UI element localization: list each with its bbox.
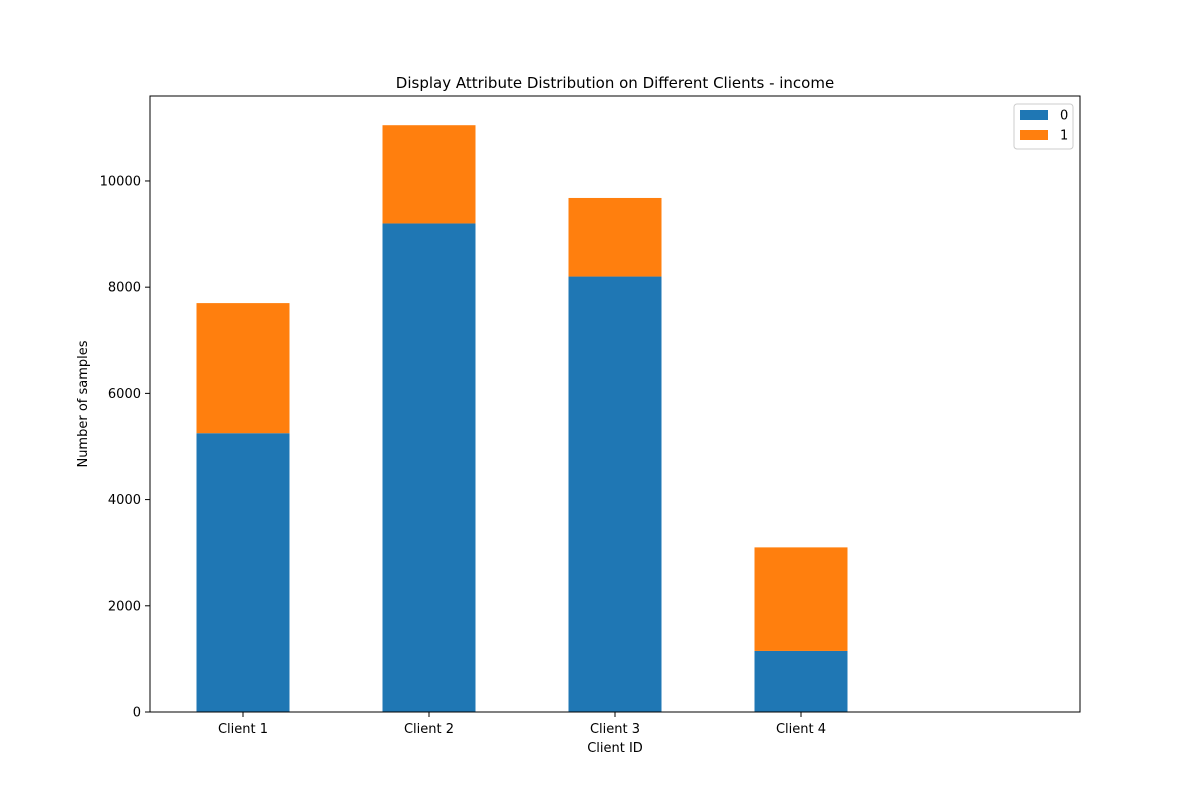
bar-client-3-series-1 (568, 197, 662, 277)
y-axis: 0 2000 4000 6000 8000 10000 (100, 174, 150, 721)
legend: 0 1 (1013, 103, 1074, 150)
legend-swatch-1 (1020, 130, 1048, 140)
y-tick-label: 0 (133, 706, 141, 721)
y-tick-label: 6000 (108, 387, 141, 402)
x-axis-label: Client ID (587, 741, 643, 756)
y-tick-label: 10000 (100, 174, 141, 189)
bar-client-2-series-1 (382, 125, 476, 224)
x-tick-label: Client 2 (404, 722, 454, 737)
chart-title: Display Attribute Distribution on Differ… (396, 74, 834, 92)
bars (196, 125, 848, 712)
bar-client-1-series-0 (196, 433, 290, 712)
bar-client-2-series-0 (382, 223, 476, 712)
legend-swatch-0 (1020, 110, 1048, 120)
y-tick-label: 8000 (108, 281, 141, 296)
bar-client-3-series-0 (568, 276, 662, 712)
x-axis: Client 1 Client 2 Client 3 Client 4 (218, 712, 826, 737)
x-tick-label: Client 1 (218, 722, 268, 737)
y-tick-label: 2000 (108, 599, 141, 614)
legend-label-0: 0 (1060, 109, 1068, 124)
x-tick-label: Client 3 (590, 722, 640, 737)
bar-client-1-series-1 (196, 303, 290, 434)
x-tick-label: Client 4 (776, 722, 826, 737)
bar-client-4-series-1 (754, 547, 848, 651)
y-axis-label: Number of samples (76, 340, 91, 467)
bar-client-4-series-0 (754, 650, 848, 712)
y-tick-label: 4000 (108, 493, 141, 508)
legend-label-1: 1 (1060, 129, 1068, 144)
